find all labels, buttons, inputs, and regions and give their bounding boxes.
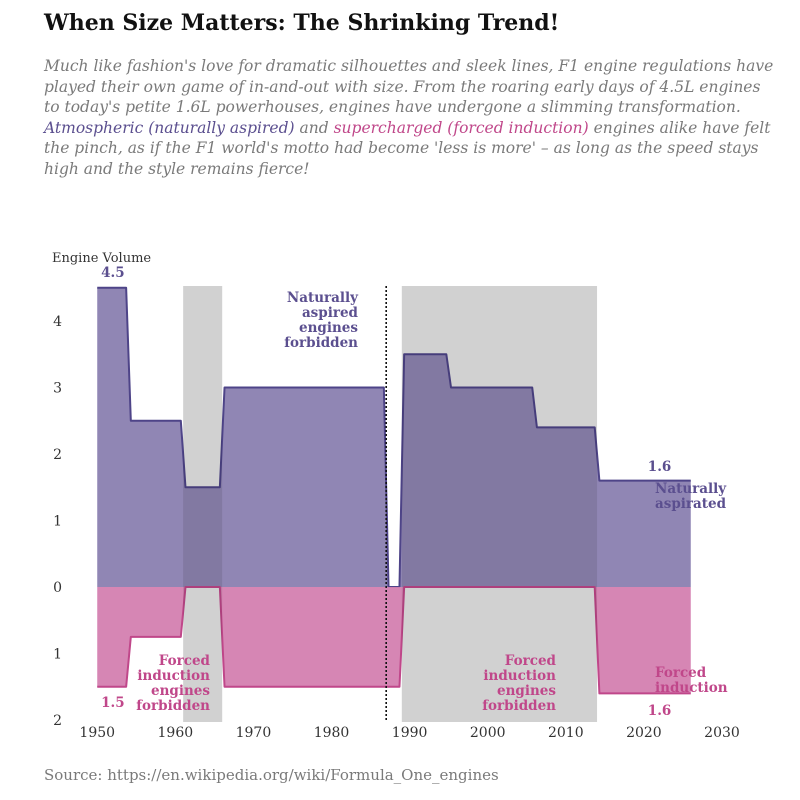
y-tick-label: 1: [53, 514, 62, 530]
x-tick-label: 2030: [704, 725, 740, 741]
annotation-fi-forbidden: Forced: [159, 653, 211, 669]
annotation-fi-forbidden: induction: [137, 668, 210, 684]
x-tick-label: 2000: [470, 725, 506, 741]
area-series: [97, 286, 691, 722]
x-tick-label: 1950: [79, 725, 115, 741]
engine-volume-chart: Engine Volume 4 3 2 1 0 1 2 1950 1960 1970 1980 1990…: [52, 251, 740, 741]
value-label-fi-end: 1.6: [648, 703, 672, 719]
x-tick-label: 2010: [548, 725, 584, 741]
y-tick-label: 4: [53, 314, 62, 330]
annotation-na-end: Naturally: [655, 481, 727, 497]
subtitle-na-paren: naturally aspired: [154, 118, 289, 137]
forced-induction-area: [97, 587, 691, 694]
annotation-fi-forbidden-2: induction: [483, 668, 556, 684]
annotation-na-forbidden: engines: [299, 320, 358, 336]
x-tick-label: 1960: [158, 725, 194, 741]
value-label-fi-start: 1.5: [101, 695, 125, 711]
annotation-na-forbidden: forbidden: [284, 335, 358, 351]
annotation-fi-forbidden-2: engines: [497, 683, 556, 699]
value-label-na-start: 4.5: [101, 265, 125, 281]
annotation-na-forbidden: Naturally: [287, 290, 359, 306]
x-tick-label: 1990: [392, 725, 428, 741]
subtitle-and: and: [299, 118, 334, 137]
forced-induction-line: [97, 586, 691, 695]
annotation-fi-end: Forced: [655, 665, 707, 681]
subtitle-outro: engines alike have felt the pinch, as if…: [44, 118, 771, 178]
annotations: NaturallyaspiredenginesforbiddenForcedin…: [101, 265, 728, 719]
y-tick-label: 0: [53, 580, 62, 596]
annotation-fi-forbidden-2: forbidden: [482, 698, 556, 714]
naturally-aspirated-area: [97, 287, 691, 587]
y-tick-label: 2: [53, 447, 62, 463]
axes: Engine Volume 4 3 2 1 0 1 2 1950 1960 1970 1980 1990…: [52, 251, 740, 741]
annotation-na-forbidden: aspired: [302, 305, 359, 321]
subtitle-fi-paren: forced induction: [453, 118, 583, 137]
x-tick-label: 1980: [314, 725, 350, 741]
x-tick-label: 2020: [626, 725, 662, 741]
subtitle-fi-term: supercharged: [333, 118, 443, 137]
y-tick-label: 2: [53, 713, 62, 729]
chart-title: When Size Matters: The Shrinking Trend!: [44, 10, 560, 36]
source-note: Source: https://en.wikipedia.org/wiki/Fo…: [44, 766, 499, 784]
annotation-fi-forbidden-2: Forced: [505, 653, 557, 669]
y-tick-label: 3: [53, 381, 62, 397]
y-tick-label: 1: [53, 647, 62, 663]
x-tick-label: 1970: [236, 725, 272, 741]
y-axis-label: Engine Volume: [52, 251, 151, 266]
forbidden-band-overlay-0: [183, 286, 223, 722]
forbidden-band-overlay-1: [401, 286, 598, 722]
subtitle-na-term: Atmospheric: [44, 118, 144, 137]
annotation-na-end: aspirated: [655, 496, 727, 512]
subtitle-intro: Much like fashion's love for dramatic si…: [44, 57, 774, 116]
chart-subtitle: Much like fashion's love for dramatic si…: [44, 57, 774, 178]
value-label-na-end: 1.6: [648, 459, 672, 475]
annotation-fi-forbidden: forbidden: [136, 698, 210, 714]
annotation-fi-end: induction: [655, 680, 728, 696]
annotation-fi-forbidden: engines: [151, 683, 210, 699]
